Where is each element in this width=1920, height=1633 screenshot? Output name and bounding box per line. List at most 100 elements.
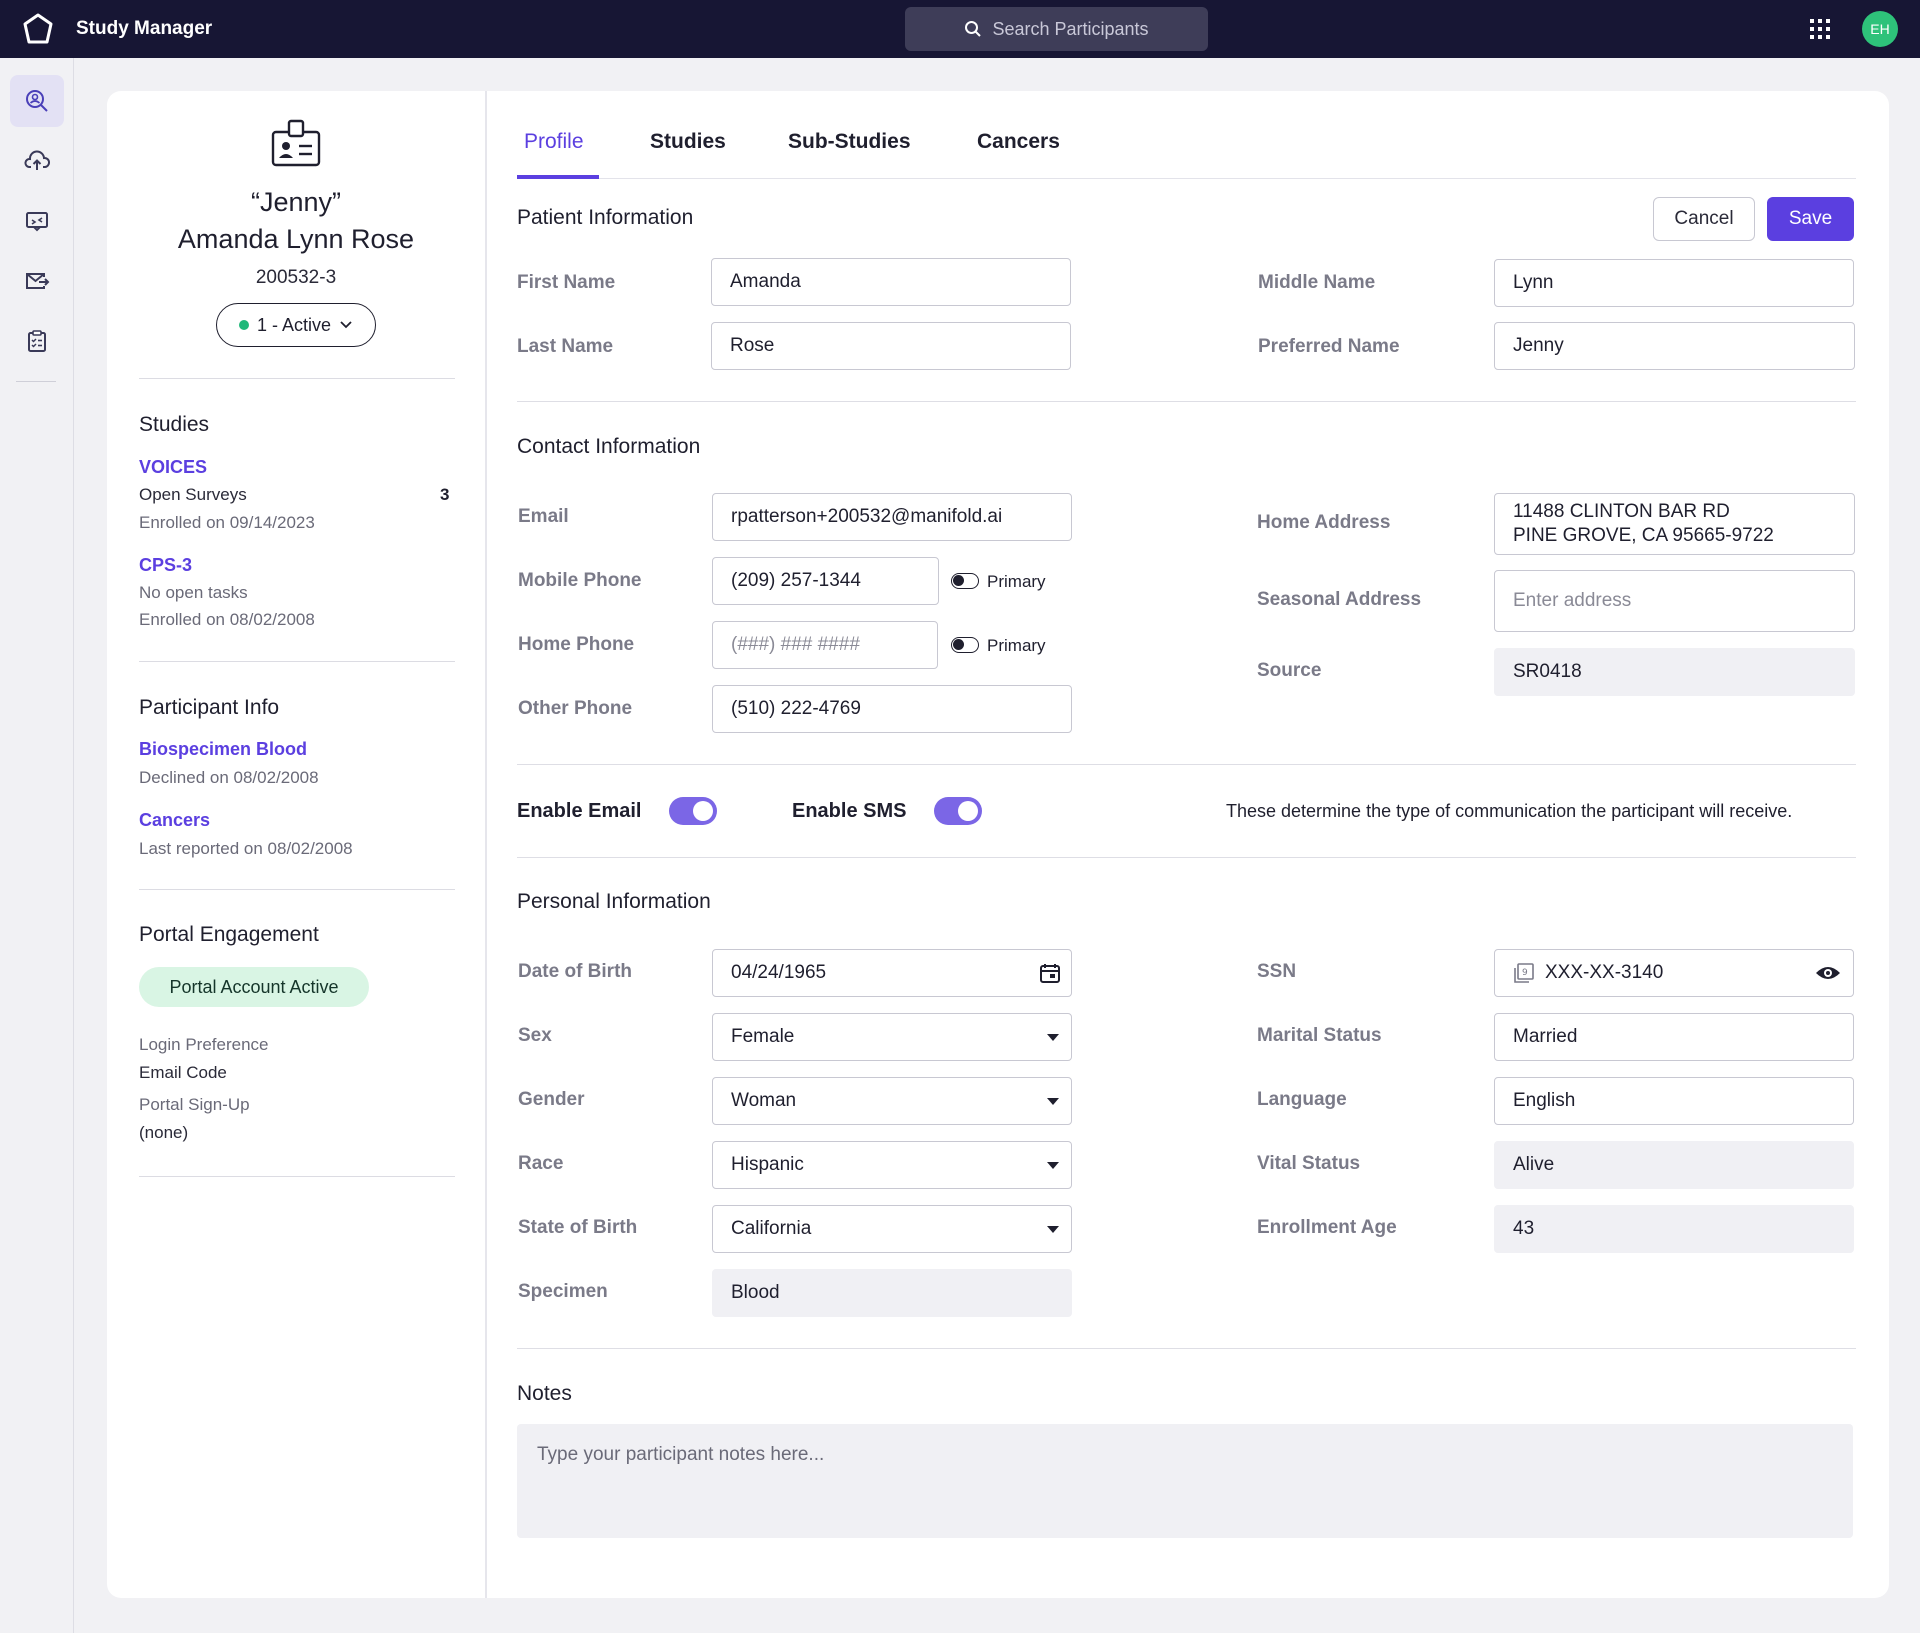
calendar-icon[interactable] <box>1039 962 1061 984</box>
status-dropdown[interactable]: 1 - Active <box>216 303 376 347</box>
last-name-field[interactable]: Rose <box>711 322 1071 370</box>
chevron-down-icon <box>340 321 352 329</box>
home-address-label: Home Address <box>1257 512 1391 533</box>
cancers-link[interactable]: Cancers <box>139 810 211 830</box>
home-address-field[interactable]: 11488 CLINTON BAR RD PINE GROVE, CA 9566… <box>1494 493 1855 555</box>
gender-select[interactable]: Woman <box>712 1077 1072 1125</box>
tab-bar: Profile Studies Sub-Studies Cancers <box>517 110 1856 179</box>
search-participants-input[interactable]: Search Participants <box>905 7 1208 51</box>
rail-divider <box>16 381 56 382</box>
state-of-birth-select[interactable]: California <box>712 1205 1072 1253</box>
source-label: Source <box>1257 660 1322 681</box>
study-voices-status: Open Surveys <box>139 485 247 504</box>
first-name-label: First Name <box>517 272 616 293</box>
app-logo-icon[interactable] <box>20 12 56 46</box>
studies-heading: Studies <box>139 413 210 436</box>
enrollment-age-value: 43 <box>1494 1205 1854 1253</box>
user-avatar[interactable]: EH <box>1862 11 1898 47</box>
search-placeholder: Search Participants <box>992 18 1149 39</box>
participant-id: 200532-3 <box>255 267 337 288</box>
language-field[interactable]: English <box>1494 1077 1854 1125</box>
portal-status-badge: Portal Account Active <box>139 967 369 1007</box>
top-bar: Study Manager Search Participants EH <box>0 0 1920 58</box>
section-divider <box>517 764 1856 765</box>
notes-textarea[interactable]: Type your participant notes here... <box>517 1424 1853 1538</box>
save-button[interactable]: Save <box>1767 197 1854 241</box>
enable-sms-toggle[interactable] <box>934 797 982 825</box>
cancel-button[interactable]: Cancel <box>1653 197 1755 241</box>
portal-engagement-heading: Portal Engagement <box>139 923 319 946</box>
email-field[interactable]: rpatterson+200532@manifold.ai <box>712 493 1072 541</box>
language-label: Language <box>1257 1089 1347 1110</box>
dropdown-arrow-icon <box>1047 1034 1059 1041</box>
mobile-primary-toggle[interactable] <box>951 573 979 589</box>
mobile-phone-field[interactable]: (209) 257-1344 <box>712 557 939 605</box>
portal-signup-label: Portal Sign-Up <box>139 1095 250 1114</box>
home-phone-field[interactable]: (###) ### #### <box>712 621 938 669</box>
left-nav-rail <box>0 58 74 1633</box>
nav-messages[interactable] <box>10 195 64 247</box>
sex-value: Female <box>731 1026 795 1047</box>
home-address-line2: PINE GROVE, CA 95665-9722 <box>1513 525 1774 546</box>
specimen-value: Blood <box>712 1269 1072 1317</box>
contact-information-heading: Contact Information <box>517 435 701 458</box>
divider <box>139 889 455 890</box>
study-link-cps3[interactable]: CPS-3 <box>139 555 193 575</box>
nav-tasks[interactable] <box>10 315 64 367</box>
nav-search-participants[interactable] <box>10 75 64 127</box>
home-primary-toggle[interactable] <box>951 637 979 653</box>
middle-name-label: Middle Name <box>1258 272 1376 293</box>
first-name-field[interactable]: Amanda <box>711 258 1071 306</box>
mobile-phone-label: Mobile Phone <box>518 570 642 591</box>
login-preference-value: Email Code <box>139 1063 227 1082</box>
tab-profile[interactable]: Profile <box>524 130 584 153</box>
id-badge-icon <box>271 119 321 167</box>
enable-email-label: Enable Email <box>517 800 642 822</box>
app-title: Study Manager <box>76 18 213 39</box>
enable-sms-label: Enable SMS <box>792 800 907 822</box>
other-phone-field[interactable]: (510) 222-4769 <box>712 685 1072 733</box>
search-participants-icon <box>26 90 48 112</box>
biospecimen-detail: Declined on 08/02/2008 <box>139 768 319 787</box>
tab-studies[interactable]: Studies <box>650 130 726 153</box>
participant-info-heading: Participant Info <box>139 696 280 719</box>
section-divider <box>517 1348 1856 1349</box>
nav-upload[interactable] <box>10 135 64 187</box>
participant-nickname: “Jenny” <box>250 187 342 217</box>
ssn-field[interactable]: 9 XXX-XX-3140 <box>1494 949 1854 997</box>
tab-cancers[interactable]: Cancers <box>977 130 1060 153</box>
cancers-detail: Last reported on 08/02/2008 <box>139 839 353 858</box>
study-voices-enrolled: Enrolled on 09/14/2023 <box>139 513 315 532</box>
tab-sub-studies[interactable]: Sub-Studies <box>788 130 911 153</box>
home-phone-label: Home Phone <box>518 634 635 655</box>
specimen-label: Specimen <box>518 1281 608 1302</box>
personal-information-heading: Personal Information <box>517 890 711 913</box>
search-icon <box>965 21 982 37</box>
seasonal-address-field[interactable]: Enter address <box>1494 570 1855 632</box>
study-link-voices[interactable]: VOICES <box>139 457 208 477</box>
clipboard-icon <box>28 330 46 352</box>
race-select[interactable]: Hispanic <box>712 1141 1072 1189</box>
svg-text:9: 9 <box>1522 968 1528 978</box>
dob-field[interactable]: 04/24/1965 <box>712 949 1072 997</box>
preferred-name-field[interactable]: Jenny <box>1494 322 1855 370</box>
enable-email-toggle[interactable] <box>669 797 717 825</box>
gender-value: Woman <box>731 1090 797 1111</box>
cloud-upload-icon <box>24 150 50 170</box>
biospecimen-link[interactable]: Biospecimen Blood <box>139 739 308 759</box>
nav-mail[interactable] <box>10 255 64 307</box>
marital-status-field[interactable]: Married <box>1494 1013 1854 1061</box>
marital-status-label: Marital Status <box>1257 1025 1382 1046</box>
apps-grid-icon[interactable] <box>1810 19 1830 39</box>
sex-select[interactable]: Female <box>712 1013 1072 1061</box>
state-of-birth-value: California <box>731 1218 812 1239</box>
mail-icon <box>26 273 50 289</box>
active-tab-indicator <box>517 175 599 179</box>
eye-icon[interactable] <box>1815 964 1841 982</box>
portal-signup-value: (none) <box>139 1123 189 1142</box>
state-of-birth-label: State of Birth <box>518 1217 638 1238</box>
middle-name-field[interactable]: Lynn <box>1494 259 1854 307</box>
login-preference-label: Login Preference <box>139 1035 269 1054</box>
vital-status-label: Vital Status <box>1257 1153 1361 1174</box>
id-card-icon: 9 <box>1514 963 1534 983</box>
